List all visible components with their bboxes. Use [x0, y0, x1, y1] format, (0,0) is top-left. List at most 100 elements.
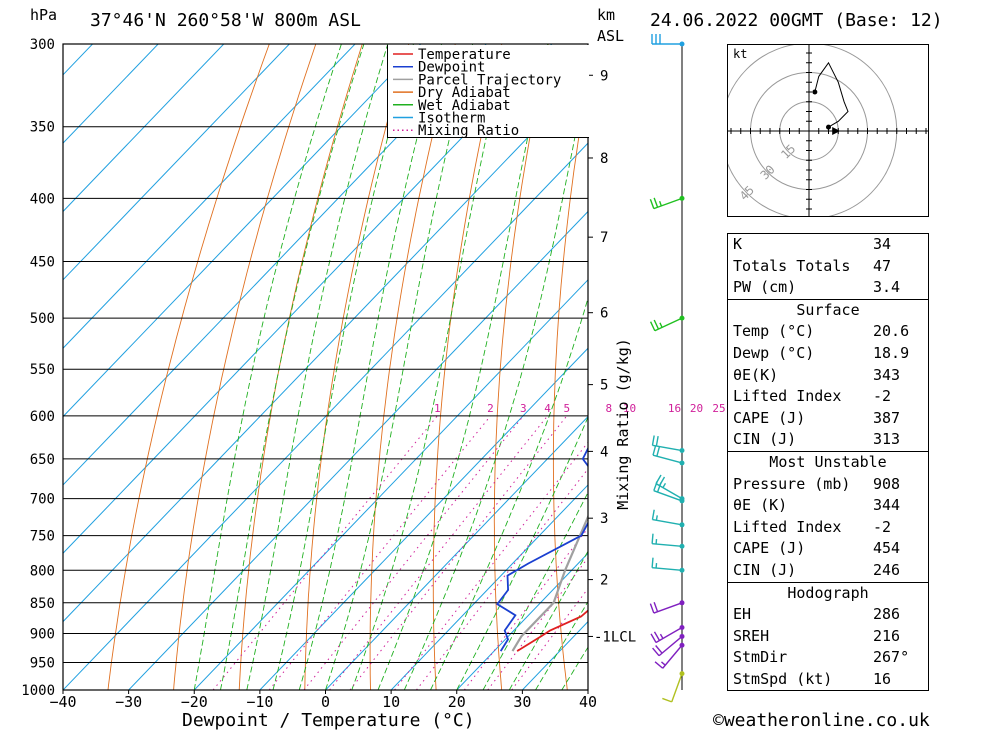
hodograph-section: Hodograph EH 286 SREH 216 StmDir 267° StmSp… [728, 581, 928, 691]
hodograph-start-dot [826, 124, 831, 130]
index-row: CIN (J) 246 [733, 560, 901, 579]
index-row-k: K 34 [733, 235, 892, 253]
isotherm-line [259, 347, 588, 690]
isotherm-line [63, 44, 94, 76]
isotherm-line [63, 44, 225, 213]
legend: Temperature Dewpoint Parcel Trajectory Dry … [387, 45, 589, 139]
isotherm-line [193, 279, 588, 690]
mixing-ratio-label: 16 [668, 402, 681, 415]
barb-dot [679, 624, 685, 630]
legend-label: Dewpoint [418, 60, 485, 76]
hodograph-end-dot [812, 89, 818, 95]
isotherm-line [63, 44, 422, 418]
mixing-ratio-label: 1 [434, 402, 441, 415]
profile-lines [495, 446, 588, 652]
dry-adiabat-line [920, 26, 1000, 690]
wind-barb [653, 481, 685, 504]
dry-adiabat-line [107, 44, 270, 690]
wind-barb [651, 509, 685, 528]
barb-flag [652, 445, 657, 456]
index-row: StmDir 267° [733, 648, 910, 667]
wet-adiabat-line [325, 44, 474, 690]
pressure-tick-label: 700 [30, 492, 55, 508]
x-tick-label: 40 [579, 693, 597, 711]
index-row: EH 286 [733, 605, 901, 624]
barb-dot [679, 633, 685, 639]
wind-barb [649, 195, 685, 210]
km-tick-label: 6 [600, 306, 608, 322]
wind-barb [650, 624, 685, 644]
pressure-tick-label: 400 [30, 191, 55, 207]
wet-adiabat-line [272, 44, 414, 690]
section-title: Surface [796, 300, 860, 319]
index-row: CAPE (J) 454 [733, 539, 901, 558]
isotherm-line [63, 44, 159, 144]
mixing-ratio-label: 5 [563, 402, 570, 415]
wet-adiabat-line [246, 44, 389, 690]
wind-barb [651, 533, 685, 549]
index-row: CAPE (J) 387 [733, 408, 901, 427]
legend-label: Wet Adiabat [418, 98, 511, 114]
isotherm-line [127, 210, 588, 690]
barb-flag [653, 481, 658, 491]
legend-label: Dry Adiabat [418, 85, 511, 101]
barb-flag [654, 661, 664, 669]
barb-flag [659, 322, 663, 328]
surface-section: Surface Temp (°C) 20.6 Dewp (°C) 18.9 θE(K… [728, 298, 928, 451]
pressure-tick-label: 350 [30, 120, 55, 136]
barb-flag [649, 198, 655, 209]
km-tick-label: 3 [600, 511, 608, 527]
wind-barbs [649, 34, 685, 703]
section-title: Most Unstable [769, 452, 887, 471]
barb-staff [652, 566, 683, 571]
barb-dot [679, 671, 685, 677]
wind-barb [651, 435, 685, 454]
wet-adiabat-line [298, 44, 443, 690]
barb-staff [653, 197, 683, 210]
mixing-ratio-line [303, 415, 524, 690]
temperature-line [516, 609, 588, 652]
pressure-tick-label: 500 [30, 311, 55, 327]
barb-flag [661, 661, 666, 666]
km-tick-label: -1LCL [594, 629, 636, 645]
dry-adiabat-line [238, 44, 363, 690]
barb-flag [652, 647, 660, 657]
barb-flag [651, 533, 654, 544]
pressure-tick-label: 650 [30, 452, 55, 468]
barb-staff [662, 644, 683, 669]
km-tick-label: 8 [600, 151, 608, 167]
barb-dot [679, 498, 685, 504]
barb-flag [662, 697, 672, 703]
hodograph-trace [814, 61, 849, 128]
isotherm-line [390, 484, 588, 690]
pressure-tick-label: 550 [30, 362, 55, 378]
barb-flag [653, 602, 659, 612]
barb-dot [679, 195, 685, 201]
barb-staff [671, 673, 683, 703]
barb-dot [679, 600, 685, 606]
pressure-tick-label: 850 [30, 596, 55, 612]
wet-adiabat-line [456, 415, 588, 690]
barb-dot [679, 448, 685, 454]
x-tick-label: 0 [321, 693, 330, 711]
barb-staff [654, 317, 683, 332]
km-tick-label: 5 [600, 378, 608, 394]
index-row-totals: Totals Totals 47 [733, 256, 892, 275]
barb-flag [649, 603, 655, 614]
dry-adiabat-line [493, 44, 549, 690]
barb-flag [653, 319, 660, 330]
left-unit: hPa [30, 6, 58, 24]
pressure-tick-label: 800 [30, 563, 55, 579]
wet-adiabat-line [377, 44, 549, 690]
barb-staff [652, 542, 683, 547]
dewpoint-line [495, 446, 588, 652]
dry-adiabat-line [369, 44, 456, 690]
pressure-tick-label: 900 [30, 626, 55, 642]
index-row: θE (K) 344 [733, 496, 901, 515]
x-tick-label: 10 [382, 693, 400, 711]
barb-dot [679, 642, 685, 648]
storm-motion-arrow [832, 127, 841, 135]
index-row: CIN (J) 313 [733, 430, 901, 449]
